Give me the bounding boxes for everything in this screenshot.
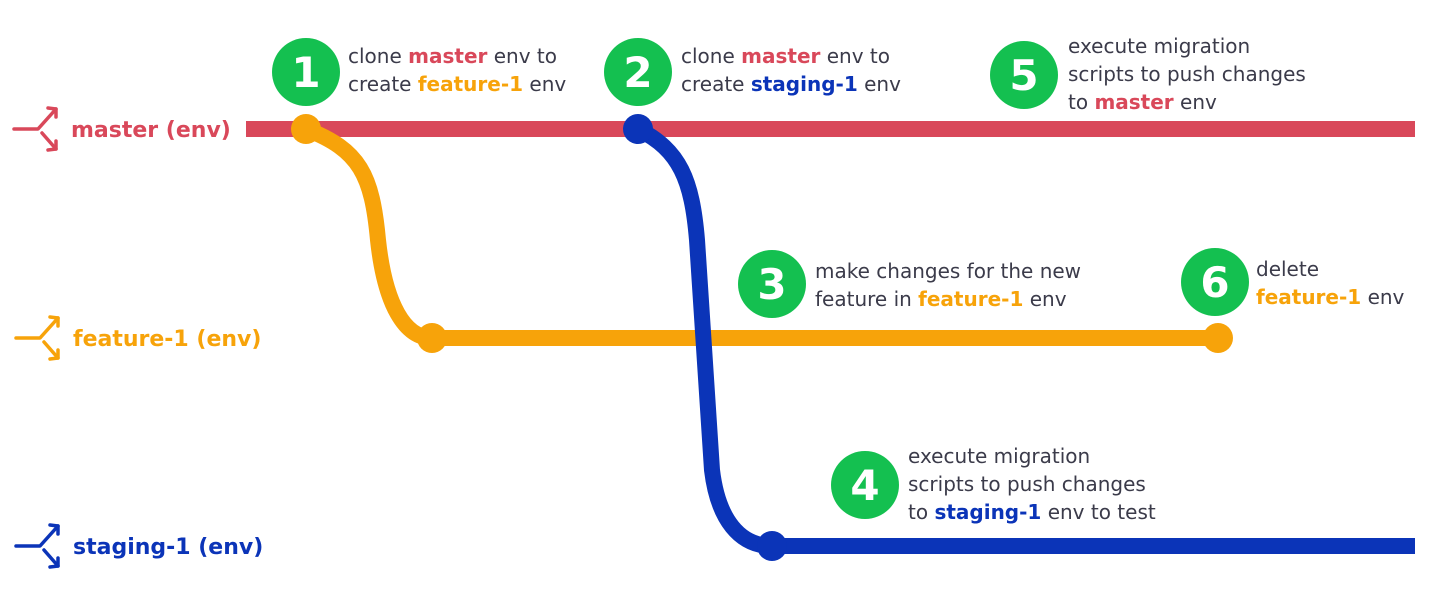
env-name-highlight: feature-1 (418, 72, 523, 96)
lane-label-feature: feature-1 (env) (73, 327, 261, 352)
step-text-segment: delete (1256, 257, 1319, 281)
feature-lane-start-dot (417, 323, 447, 353)
feature-branch-start-dot (291, 114, 321, 144)
step-description: clone master env to create staging-1 env (681, 44, 901, 96)
step-number: 3 (757, 260, 786, 309)
step-text-segment: execute migration (908, 444, 1090, 468)
step-text-segment: env (858, 72, 901, 96)
step-badge (1181, 248, 1249, 316)
step-badge (831, 451, 899, 519)
step-text-segment: env (523, 72, 566, 96)
feature-lane-end-dot (1203, 323, 1233, 353)
lane-staging: staging-1 (env) (14, 523, 263, 569)
step-number: 2 (623, 48, 652, 97)
step-text-segment: clone (681, 44, 741, 68)
step-number: 4 (850, 461, 879, 510)
step-badge (604, 38, 672, 106)
lane-master: master (env) (12, 106, 231, 152)
env-name-highlight: feature-1 (918, 287, 1023, 311)
step-text-segment: env to (820, 44, 890, 68)
step-badge (272, 38, 340, 106)
lane-label-master: master (env) (71, 118, 231, 143)
step-text-segment: env (1174, 90, 1217, 114)
step-text-segment: clone (348, 44, 408, 68)
step-number: 6 (1200, 258, 1229, 307)
step-text-segment: env (1361, 285, 1404, 309)
branch-icon (14, 315, 60, 361)
env-name-highlight: master (408, 44, 487, 68)
step-text-segment: to (1068, 90, 1094, 114)
step-text-segment: to (908, 500, 934, 524)
staging-lane-start-dot (757, 531, 787, 561)
step-description: execute migration scripts to push changes… (908, 444, 1156, 524)
step-text-segment: env to (487, 44, 557, 68)
lane-label-staging: staging-1 (env) (73, 535, 263, 560)
env-name-highlight: staging-1 (751, 72, 858, 96)
lane-feature: feature-1 (env) (14, 315, 261, 361)
step-description: make changes for the new feature in featu… (815, 259, 1081, 311)
step-1: 1 clone master env to create feature-1 en… (272, 38, 566, 106)
step-description: clone master env to create feature-1 env (348, 44, 566, 96)
step-text-segment: scripts to push changes (1068, 62, 1306, 86)
staging-branch-curve (634, 121, 1415, 554)
staging-branch-start-dot (623, 114, 653, 144)
step-number: 1 (291, 48, 320, 97)
env-name-highlight: master (1094, 90, 1173, 114)
step-badge (738, 250, 806, 318)
step-2: 2 clone master env to create staging-1 en… (604, 38, 901, 106)
step-text-segment: create (348, 72, 418, 96)
step-text-segment: scripts to push changes (908, 472, 1146, 496)
step-badge (990, 41, 1058, 109)
step-text-segment: env (1023, 287, 1066, 311)
step-description: execute migration scripts to push changes… (1068, 34, 1306, 114)
step-description: delete feature-1 env (1256, 257, 1405, 309)
step-6: 6 delete feature-1 env (1181, 248, 1405, 316)
feature-branch-curve (298, 121, 1226, 346)
step-text-segment: make changes for the new (815, 259, 1081, 283)
step-5: 5 execute migration scripts to push chang… (990, 34, 1306, 114)
branch-icon (14, 523, 60, 569)
step-text-segment: create (681, 72, 751, 96)
env-name-highlight: master (741, 44, 820, 68)
step-3: 3 make changes for the new feature in fea… (738, 250, 1081, 318)
step-number: 5 (1009, 51, 1038, 100)
step-4: 4 execute migration scripts to push chang… (831, 444, 1156, 524)
step-text-segment: execute migration (1068, 34, 1250, 58)
branch-icon (12, 106, 58, 152)
step-text-segment: env to test (1041, 500, 1156, 524)
step-text-segment: feature in (815, 287, 918, 311)
env-name-highlight: staging-1 (934, 500, 1041, 524)
env-name-highlight: feature-1 (1256, 285, 1361, 309)
